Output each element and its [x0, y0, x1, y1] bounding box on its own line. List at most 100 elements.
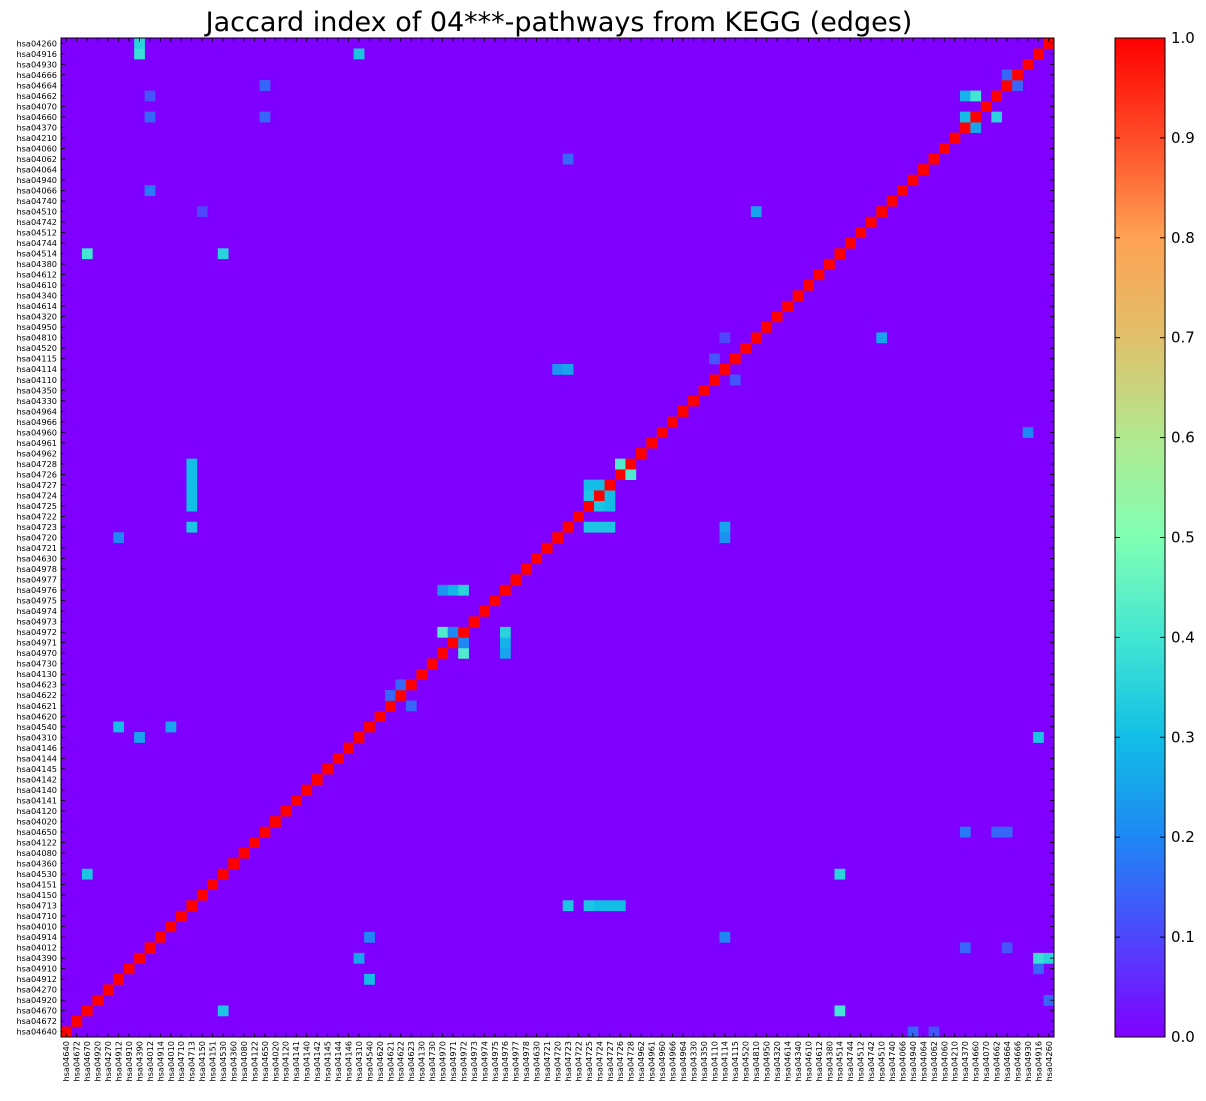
heatmap-cell	[353, 48, 365, 60]
x-tick-label: hsa04310	[354, 1041, 364, 1082]
y-tick-label: hsa04141	[16, 795, 57, 805]
y-tick-label: hsa04961	[16, 438, 57, 448]
x-tick-label: hsa04350	[699, 1041, 709, 1082]
heatmap-cell	[583, 521, 595, 533]
x-tick-label: hsa04210	[950, 1041, 960, 1082]
heatmap-cell	[364, 973, 375, 985]
x-tick-label: hsa04720	[553, 1041, 563, 1082]
y-tick-label: hsa04120	[16, 806, 57, 816]
heatmap-cell	[437, 647, 449, 659]
x-tick-label: hsa04912	[113, 1041, 123, 1082]
heatmap-cell	[81, 248, 93, 260]
x-tick-label: hsa04260	[1044, 1041, 1054, 1082]
y-tick-label: hsa04723	[16, 522, 57, 532]
heatmap-cell	[614, 458, 626, 470]
heatmap-cell	[175, 910, 187, 922]
heatmap-cell	[144, 90, 156, 102]
heatmap-cell	[562, 363, 574, 375]
heatmap-cell	[259, 80, 271, 91]
y-tick-label: hsa04977	[16, 575, 57, 585]
heatmap-cell	[594, 500, 605, 512]
heatmap-cell	[1043, 994, 1055, 1006]
y-tick-label: hsa04726	[16, 469, 57, 479]
heatmap-cell	[113, 973, 125, 985]
x-tick-label: hsa04914	[155, 1041, 165, 1082]
x-tick-label: hsa04810	[751, 1041, 761, 1082]
heatmap-cell	[594, 521, 605, 533]
y-tick-label: hsa04142	[16, 774, 57, 784]
heatmap-cell	[604, 479, 616, 491]
x-tick-label: hsa04726	[615, 1041, 625, 1082]
y-tick-label: hsa04330	[16, 396, 57, 406]
heatmap-cell	[813, 269, 825, 281]
heatmap-cell	[364, 721, 375, 733]
y-tick-label: hsa04140	[16, 785, 57, 795]
heatmap-cell	[573, 511, 584, 523]
heatmap-cell	[865, 216, 877, 228]
y-tick-label: hsa04740	[16, 196, 57, 206]
y-tick-label: hsa04964	[16, 406, 57, 416]
heatmap-cell	[1033, 952, 1044, 964]
y-tick-label: hsa04540	[16, 722, 57, 732]
colorbar-gradient	[1114, 37, 1166, 1038]
heatmap-cell	[970, 122, 982, 133]
heatmap-cell	[437, 626, 449, 638]
x-tick-label: hsa04512	[856, 1041, 866, 1082]
colorbar-tick-label: 0.7	[1171, 329, 1195, 347]
heatmap-cell	[343, 742, 354, 754]
y-tick-label: hsa04725	[16, 501, 57, 511]
heatmap-cell	[186, 469, 198, 480]
x-tick-label: hsa04514	[835, 1041, 845, 1082]
heatmap-cell	[959, 122, 971, 133]
x-tick-label: hsa04320	[772, 1041, 782, 1082]
heatmap-cell	[907, 1026, 919, 1038]
x-tick-label: hsa04961	[647, 1041, 657, 1082]
heatmap-cell	[332, 753, 344, 764]
y-tick-label: hsa04730	[16, 659, 57, 669]
x-tick-label: hsa04973	[469, 1041, 479, 1082]
heatmap-cell	[959, 90, 971, 102]
colorbar-tick-label: 0.3	[1171, 728, 1195, 746]
x-tick-label: hsa04146	[343, 1041, 353, 1082]
x-tick-label: hsa04060	[939, 1041, 949, 1082]
heatmap-cell	[92, 994, 104, 1006]
heatmap-cell	[897, 185, 908, 197]
x-tick-label: hsa04370	[960, 1041, 970, 1082]
heatmap-cell	[970, 111, 982, 123]
x-tick-label: hsa04360	[228, 1041, 238, 1082]
heatmap-cell	[134, 732, 145, 743]
y-tick-label: hsa04916	[16, 49, 57, 59]
colorbar-ticks: 0.0 0.1 0.2 0.3 0.4 0.5 0.6 0.7 0.8 0.9 1.0	[1115, 29, 1195, 1046]
heatmap-cell	[959, 942, 971, 954]
heatmap-cell	[1001, 826, 1013, 838]
x-tick-label: hsa04672	[72, 1041, 82, 1082]
x-tick-label: hsa04974	[479, 1041, 489, 1082]
heatmap-cell	[583, 479, 595, 491]
y-tick-label: hsa04150	[16, 890, 57, 900]
y-tick-label: hsa04970	[16, 648, 57, 658]
x-tick-label: hsa04623	[406, 1041, 416, 1082]
heatmap-cell	[719, 532, 731, 544]
heatmap-cell	[238, 847, 250, 859]
y-tick-label: hsa04966	[16, 417, 57, 427]
x-tick-label: hsa04940	[908, 1041, 918, 1082]
y-tick-label: hsa04210	[16, 133, 57, 143]
y-tick-label: hsa04650	[16, 827, 57, 837]
y-tick-label: hsa04520	[16, 343, 57, 353]
x-tick-label: hsa04122	[249, 1041, 259, 1082]
heatmap-cell	[855, 227, 867, 239]
heatmap-cell	[81, 1005, 93, 1017]
heatmap-cell	[1043, 38, 1055, 49]
heatmap-cell	[698, 385, 710, 396]
heatmap-cell	[500, 647, 511, 659]
x-tick-label: hsa04742	[866, 1041, 876, 1082]
heatmap-cell	[458, 647, 469, 659]
heatmap-cell	[583, 500, 595, 512]
y-tick-label: hsa04514	[16, 249, 57, 259]
heatmap-cell	[259, 111, 271, 123]
x-tick-label: hsa04064	[918, 1041, 928, 1082]
y-tick-label: hsa04640	[16, 1027, 57, 1037]
heatmap-cell	[991, 111, 1003, 123]
x-tick-label: hsa04622	[396, 1041, 406, 1082]
y-tick-label: hsa04145	[16, 764, 57, 774]
